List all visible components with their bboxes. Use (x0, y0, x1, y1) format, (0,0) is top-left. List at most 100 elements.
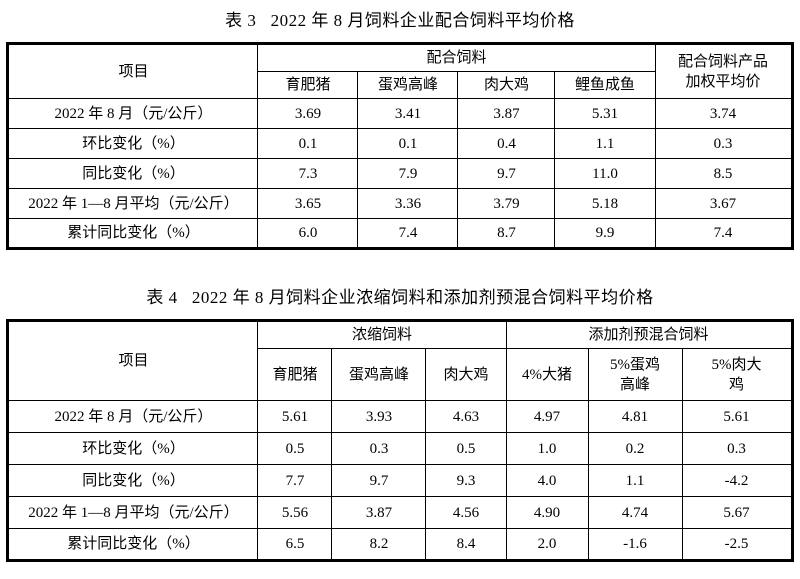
table4-group-concentrated-feed: 浓缩饲料 (257, 320, 507, 349)
value-cell: 0.4 (457, 128, 556, 159)
table4-col-item: 项目 (7, 320, 259, 401)
table-row: 同比变化（%） 7.3 7.9 9.7 11.0 8.5 (7, 158, 793, 189)
table4: 项目 浓缩饲料 添加剂预混合饲料 育肥猪 蛋鸡高峰 肉大鸡 4%大猪 5%蛋鸡 … (6, 319, 794, 562)
table-row: 2022 年 1—8 月平均（元/公斤） 5.56 3.87 4.56 4.90… (7, 496, 793, 529)
value-cell: 4.0 (505, 464, 589, 497)
value-cell: 3.41 (357, 98, 459, 129)
value-cell: 0.3 (681, 432, 793, 465)
table3-col-carp: 鲤鱼成鱼 (554, 71, 656, 99)
table4-header-row-2: 育肥猪 蛋鸡高峰 肉大鸡 4%大猪 5%蛋鸡 高峰 5%肉大 鸡 (8, 348, 793, 401)
value-cell: 0.5 (257, 432, 333, 465)
value-cell: 7.9 (357, 158, 459, 189)
table4-col-broiler: 肉大鸡 (425, 348, 507, 401)
value-cell: 9.3 (425, 464, 507, 497)
value-cell: 6.0 (257, 218, 359, 249)
value-cell: 3.79 (457, 188, 556, 219)
row-label: 2022 年 1—8 月平均（元/公斤） (7, 496, 259, 529)
table-row: 累计同比变化（%） 6.0 7.4 8.7 9.9 7.4 (7, 218, 793, 249)
table-row: 2022 年 1—8 月平均（元/公斤） 3.65 3.36 3.79 5.18… (7, 188, 793, 219)
value-cell: 1.1 (587, 464, 683, 497)
value-cell: 3.93 (331, 400, 427, 433)
table4-col-fattening-pig: 育肥猪 (257, 348, 333, 401)
table4-header: 项目 浓缩饲料 添加剂预混合饲料 育肥猪 蛋鸡高峰 肉大鸡 4%大猪 5%蛋鸡 … (7, 320, 793, 401)
value-cell: 8.4 (425, 528, 507, 561)
row-label: 同比变化（%） (7, 464, 259, 497)
value-cell: 5.67 (681, 496, 793, 529)
row-label: 累计同比变化（%） (7, 218, 259, 249)
value-cell: 9.9 (554, 218, 656, 249)
table4-group-additive-premix-feed: 添加剂预混合饲料 (505, 320, 793, 349)
value-cell: 5.61 (681, 400, 793, 433)
value-cell: 5.56 (257, 496, 333, 529)
row-label: 2022 年 1—8 月平均（元/公斤） (7, 188, 259, 219)
row-label: 环比变化（%） (7, 432, 259, 465)
row-label: 2022 年 8 月（元/公斤） (7, 98, 259, 129)
value-cell: 0.5 (425, 432, 507, 465)
value-cell: 5.61 (257, 400, 333, 433)
row-label: 累计同比变化（%） (7, 528, 259, 561)
table3-title: 表 3 2022 年 8 月饲料企业配合饲料平均价格 (225, 11, 575, 30)
value-cell: 3.65 (257, 188, 359, 219)
value-cell: 0.1 (257, 128, 359, 159)
row-label: 2022 年 8 月（元/公斤） (7, 400, 259, 433)
value-cell: 2.0 (505, 528, 589, 561)
value-cell: -4.2 (681, 464, 793, 497)
value-cell: 4.81 (587, 400, 683, 433)
value-cell: 7.4 (357, 218, 459, 249)
value-cell: 0.1 (357, 128, 459, 159)
table-row: 环比变化（%） 0.1 0.1 0.4 1.1 0.3 (7, 128, 793, 159)
value-cell: 9.7 (457, 158, 556, 189)
value-cell: 7.7 (257, 464, 333, 497)
table4-col-5pct-broiler: 5%肉大 鸡 (681, 348, 793, 401)
value-cell: 0.3 (331, 432, 427, 465)
value-cell: 3.87 (331, 496, 427, 529)
table4-col-5pct-layer-peak: 5%蛋鸡 高峰 (587, 348, 683, 401)
table3-col-layer-peak: 蛋鸡高峰 (357, 71, 459, 99)
value-cell: 5.18 (554, 188, 656, 219)
table3-col-weighted-avg: 配合饲料产品 加权平均价 (654, 43, 793, 99)
table-row: 同比变化（%） 7.7 9.7 9.3 4.0 1.1 -4.2 (7, 464, 793, 497)
value-cell: 6.5 (257, 528, 333, 561)
value-cell: 7.3 (257, 158, 359, 189)
value-cell: 11.0 (554, 158, 656, 189)
table3-header-row-1: 项目 配合饲料 配合饲料产品 加权平均价 (7, 43, 793, 99)
table3-header-row-2: 育肥猪 蛋鸡高峰 肉大鸡 鲤鱼成鱼 (8, 71, 792, 99)
value-cell: 7.4 (654, 218, 793, 249)
table3-col-fattening-pig: 育肥猪 (257, 71, 359, 99)
table4-col-layer-peak: 蛋鸡高峰 (331, 348, 427, 401)
value-cell: 3.36 (357, 188, 459, 219)
value-cell: 8.7 (457, 218, 556, 249)
table-row: 2022 年 8 月（元/公斤） 3.69 3.41 3.87 5.31 3.7… (7, 98, 793, 129)
value-cell: -2.5 (681, 528, 793, 561)
value-cell: 4.63 (425, 400, 507, 433)
row-label: 同比变化（%） (7, 158, 259, 189)
value-cell: 4.56 (425, 496, 507, 529)
value-cell: 8.5 (654, 158, 793, 189)
row-label: 环比变化（%） (7, 128, 259, 159)
value-cell: 0.3 (654, 128, 793, 159)
value-cell: 0.2 (587, 432, 683, 465)
value-cell: 3.87 (457, 98, 556, 129)
table-row: 2022 年 8 月（元/公斤） 5.61 3.93 4.63 4.97 4.8… (7, 400, 793, 433)
table4-col-4pct-pig: 4%大猪 (505, 348, 589, 401)
value-cell: 4.97 (505, 400, 589, 433)
value-cell: 1.0 (505, 432, 589, 465)
value-cell: 4.74 (587, 496, 683, 529)
table3-body: 2022 年 8 月（元/公斤） 3.69 3.41 3.87 5.31 3.7… (7, 98, 793, 249)
table-row: 累计同比变化（%） 6.5 8.2 8.4 2.0 -1.6 -2.5 (7, 528, 793, 561)
value-cell: 8.2 (331, 528, 427, 561)
table4-title: 表 4 2022 年 8 月饲料企业浓缩饲料和添加剂预混合饲料平均价格 (146, 288, 654, 307)
table3-group-compound-feed: 配合饲料 (257, 43, 656, 72)
table4-header-row-1: 项目 浓缩饲料 添加剂预混合饲料 (7, 320, 793, 401)
value-cell: -1.6 (587, 528, 683, 561)
table-row: 环比变化（%） 0.5 0.3 0.5 1.0 0.2 0.3 (7, 432, 793, 465)
value-cell: 9.7 (331, 464, 427, 497)
table3-header: 项目 配合饲料 配合饲料产品 加权平均价 育肥猪 蛋鸡高峰 肉大鸡 鲤鱼成鱼 (7, 43, 793, 99)
value-cell: 1.1 (554, 128, 656, 159)
value-cell: 3.67 (654, 188, 793, 219)
table3: 项目 配合饲料 配合饲料产品 加权平均价 育肥猪 蛋鸡高峰 肉大鸡 鲤鱼成鱼 2… (6, 42, 794, 250)
table3-col-broiler: 肉大鸡 (457, 71, 556, 99)
value-cell: 3.69 (257, 98, 359, 129)
value-cell: 5.31 (554, 98, 656, 129)
